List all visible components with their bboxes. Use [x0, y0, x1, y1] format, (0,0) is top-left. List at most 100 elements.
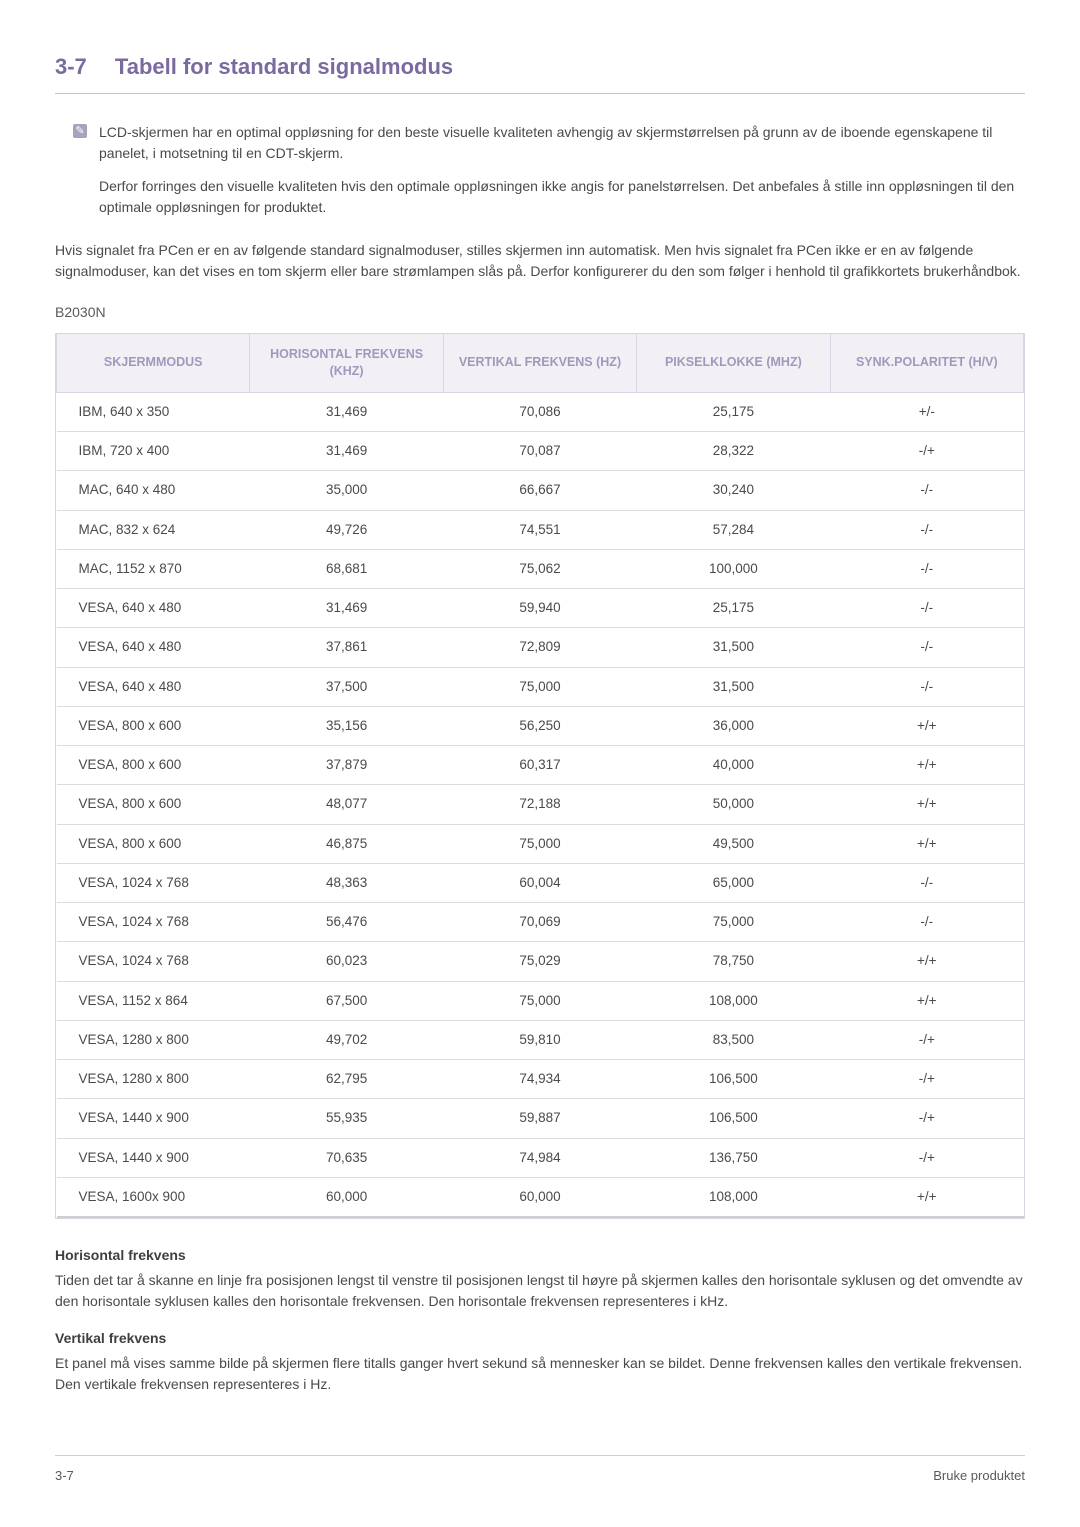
table-cell: 66,667 [443, 471, 636, 510]
table-cell: 60,000 [443, 1177, 636, 1217]
table-cell: -/+ [830, 1020, 1023, 1059]
table-cell: 70,086 [443, 392, 636, 431]
table-cell: 37,861 [250, 628, 443, 667]
table-cell: VESA, 640 x 480 [57, 589, 250, 628]
table-cell: 30,240 [637, 471, 830, 510]
table-cell: -/- [830, 903, 1023, 942]
signal-mode-table: SKJERMMODUS HORISONTAL FREKVENS (KHZ) VE… [56, 333, 1024, 1218]
table-cell: -/- [830, 628, 1023, 667]
table-cell: VESA, 800 x 600 [57, 706, 250, 745]
table-cell: 40,000 [637, 746, 830, 785]
table-cell: 78,750 [637, 942, 830, 981]
table-cell: 31,469 [250, 392, 443, 431]
table-cell: -/+ [830, 432, 1023, 471]
table-row: VESA, 640 x 48031,46959,94025,175-/- [57, 589, 1024, 628]
table-row: VESA, 1600x 90060,00060,000108,000+/+ [57, 1177, 1024, 1217]
table-cell: 59,887 [443, 1099, 636, 1138]
table-cell: VESA, 1024 x 768 [57, 942, 250, 981]
table-cell: 31,469 [250, 432, 443, 471]
table-cell: 49,500 [637, 824, 830, 863]
table-cell: 56,476 [250, 903, 443, 942]
table-cell: 108,000 [637, 981, 830, 1020]
col-header: SYNK.POLARITET (H/V) [830, 334, 1023, 393]
col-header: SKJERMMODUS [57, 334, 250, 393]
table-cell: 72,188 [443, 785, 636, 824]
table-row: VESA, 800 x 60046,87575,00049,500+/+ [57, 824, 1024, 863]
table-cell: 60,000 [250, 1177, 443, 1217]
table-cell: 37,879 [250, 746, 443, 785]
signal-mode-table-wrap: SKJERMMODUS HORISONTAL FREKVENS (KHZ) VE… [55, 333, 1025, 1219]
table-cell: MAC, 640 x 480 [57, 471, 250, 510]
table-cell: 70,087 [443, 432, 636, 471]
table-cell: +/+ [830, 824, 1023, 863]
table-cell: 48,077 [250, 785, 443, 824]
table-cell: VESA, 640 x 480 [57, 628, 250, 667]
table-cell: 49,726 [250, 510, 443, 549]
table-row: VESA, 800 x 60048,07772,18850,000+/+ [57, 785, 1024, 824]
table-cell: 70,635 [250, 1138, 443, 1177]
table-cell: 57,284 [637, 510, 830, 549]
table-cell: IBM, 640 x 350 [57, 392, 250, 431]
table-cell: 55,935 [250, 1099, 443, 1138]
note-icon: ✎ [73, 124, 87, 138]
table-row: VESA, 800 x 60037,87960,31740,000+/+ [57, 746, 1024, 785]
footer-left: 3-7 [55, 1466, 74, 1486]
table-cell: -/- [830, 510, 1023, 549]
table-row: VESA, 640 x 48037,50075,00031,500-/- [57, 667, 1024, 706]
table-row: VESA, 1280 x 80062,79574,934106,500-/+ [57, 1060, 1024, 1099]
table-cell: 25,175 [637, 589, 830, 628]
table-row: MAC, 832 x 62449,72674,55157,284-/- [57, 510, 1024, 549]
footer-right: Bruke produktet [933, 1466, 1025, 1486]
col-header: VERTIKAL FREKVENS (HZ) [443, 334, 636, 393]
table-row: MAC, 1152 x 87068,68175,062100,000-/- [57, 549, 1024, 588]
table-cell: 31,469 [250, 589, 443, 628]
table-cell: 65,000 [637, 863, 830, 902]
table-cell: 49,702 [250, 1020, 443, 1059]
table-cell: -/+ [830, 1138, 1023, 1177]
note-paragraph-1: LCD-skjermen har en optimal oppløsning f… [99, 122, 1025, 164]
table-cell: 74,934 [443, 1060, 636, 1099]
table-cell: VESA, 1600x 900 [57, 1177, 250, 1217]
col-header: PIKSELKLOKKE (MHZ) [637, 334, 830, 393]
table-cell: IBM, 720 x 400 [57, 432, 250, 471]
table-cell: -/+ [830, 1060, 1023, 1099]
table-cell: 60,317 [443, 746, 636, 785]
table-cell: 31,500 [637, 628, 830, 667]
table-cell: VESA, 1024 x 768 [57, 903, 250, 942]
table-row: VESA, 1440 x 90055,93559,887106,500-/+ [57, 1099, 1024, 1138]
table-cell: 75,029 [443, 942, 636, 981]
table-row: VESA, 1024 x 76860,02375,02978,750+/+ [57, 942, 1024, 981]
table-cell: VESA, 1280 x 800 [57, 1060, 250, 1099]
table-cell: 108,000 [637, 1177, 830, 1217]
table-cell: 75,000 [443, 824, 636, 863]
table-cell: 75,000 [443, 981, 636, 1020]
table-cell: -/- [830, 549, 1023, 588]
table-cell: +/+ [830, 785, 1023, 824]
vertical-freq-title: Vertikal frekvens [55, 1328, 1025, 1349]
table-cell: +/+ [830, 981, 1023, 1020]
table-header-row: SKJERMMODUS HORISONTAL FREKVENS (KHZ) VE… [57, 334, 1024, 393]
table-row: VESA, 1280 x 80049,70259,81083,500-/+ [57, 1020, 1024, 1059]
table-cell: MAC, 1152 x 870 [57, 549, 250, 588]
vertical-freq-body: Et panel må vises samme bilde på skjerme… [55, 1353, 1025, 1395]
table-cell: VESA, 1024 x 768 [57, 863, 250, 902]
table-cell: MAC, 832 x 624 [57, 510, 250, 549]
table-cell: 56,250 [443, 706, 636, 745]
table-cell: 35,156 [250, 706, 443, 745]
table-cell: -/- [830, 589, 1023, 628]
table-cell: VESA, 800 x 600 [57, 824, 250, 863]
table-row: IBM, 640 x 35031,46970,08625,175+/- [57, 392, 1024, 431]
table-cell: +/+ [830, 706, 1023, 745]
table-cell: 37,500 [250, 667, 443, 706]
table-row: VESA, 800 x 60035,15656,25036,000+/+ [57, 706, 1024, 745]
section-number: 3-7 [55, 54, 87, 79]
table-cell: +/- [830, 392, 1023, 431]
table-cell: 70,069 [443, 903, 636, 942]
table-cell: 74,984 [443, 1138, 636, 1177]
table-cell: 136,750 [637, 1138, 830, 1177]
col-header: HORISONTAL FREKVENS (KHZ) [250, 334, 443, 393]
table-cell: 100,000 [637, 549, 830, 588]
table-cell: VESA, 1280 x 800 [57, 1020, 250, 1059]
table-cell: +/+ [830, 746, 1023, 785]
table-cell: 62,795 [250, 1060, 443, 1099]
